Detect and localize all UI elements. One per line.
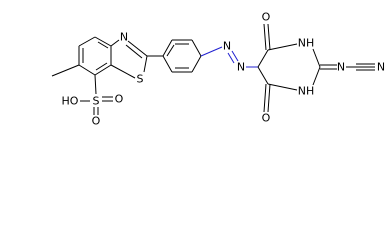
- atom-label: NH: [298, 37, 315, 50]
- atom-label: S: [93, 95, 100, 108]
- atom-label: N: [337, 61, 345, 74]
- atom-label: O: [262, 11, 271, 24]
- atom-label: O: [262, 112, 271, 125]
- molecule: N S HO S O O N N O NH N N NH O: [51, 11, 385, 128]
- atom-label: N: [377, 61, 385, 74]
- atom-label: S: [137, 73, 144, 86]
- bonds: [51, 23, 375, 115]
- atom-label: O: [115, 93, 124, 106]
- atom-label: NH: [298, 85, 315, 98]
- atom-label: HO: [62, 95, 79, 108]
- atom-label: N: [120, 31, 128, 44]
- atom-label: N: [223, 40, 231, 53]
- atom-label: N: [237, 61, 245, 74]
- atom-label: O: [92, 115, 101, 128]
